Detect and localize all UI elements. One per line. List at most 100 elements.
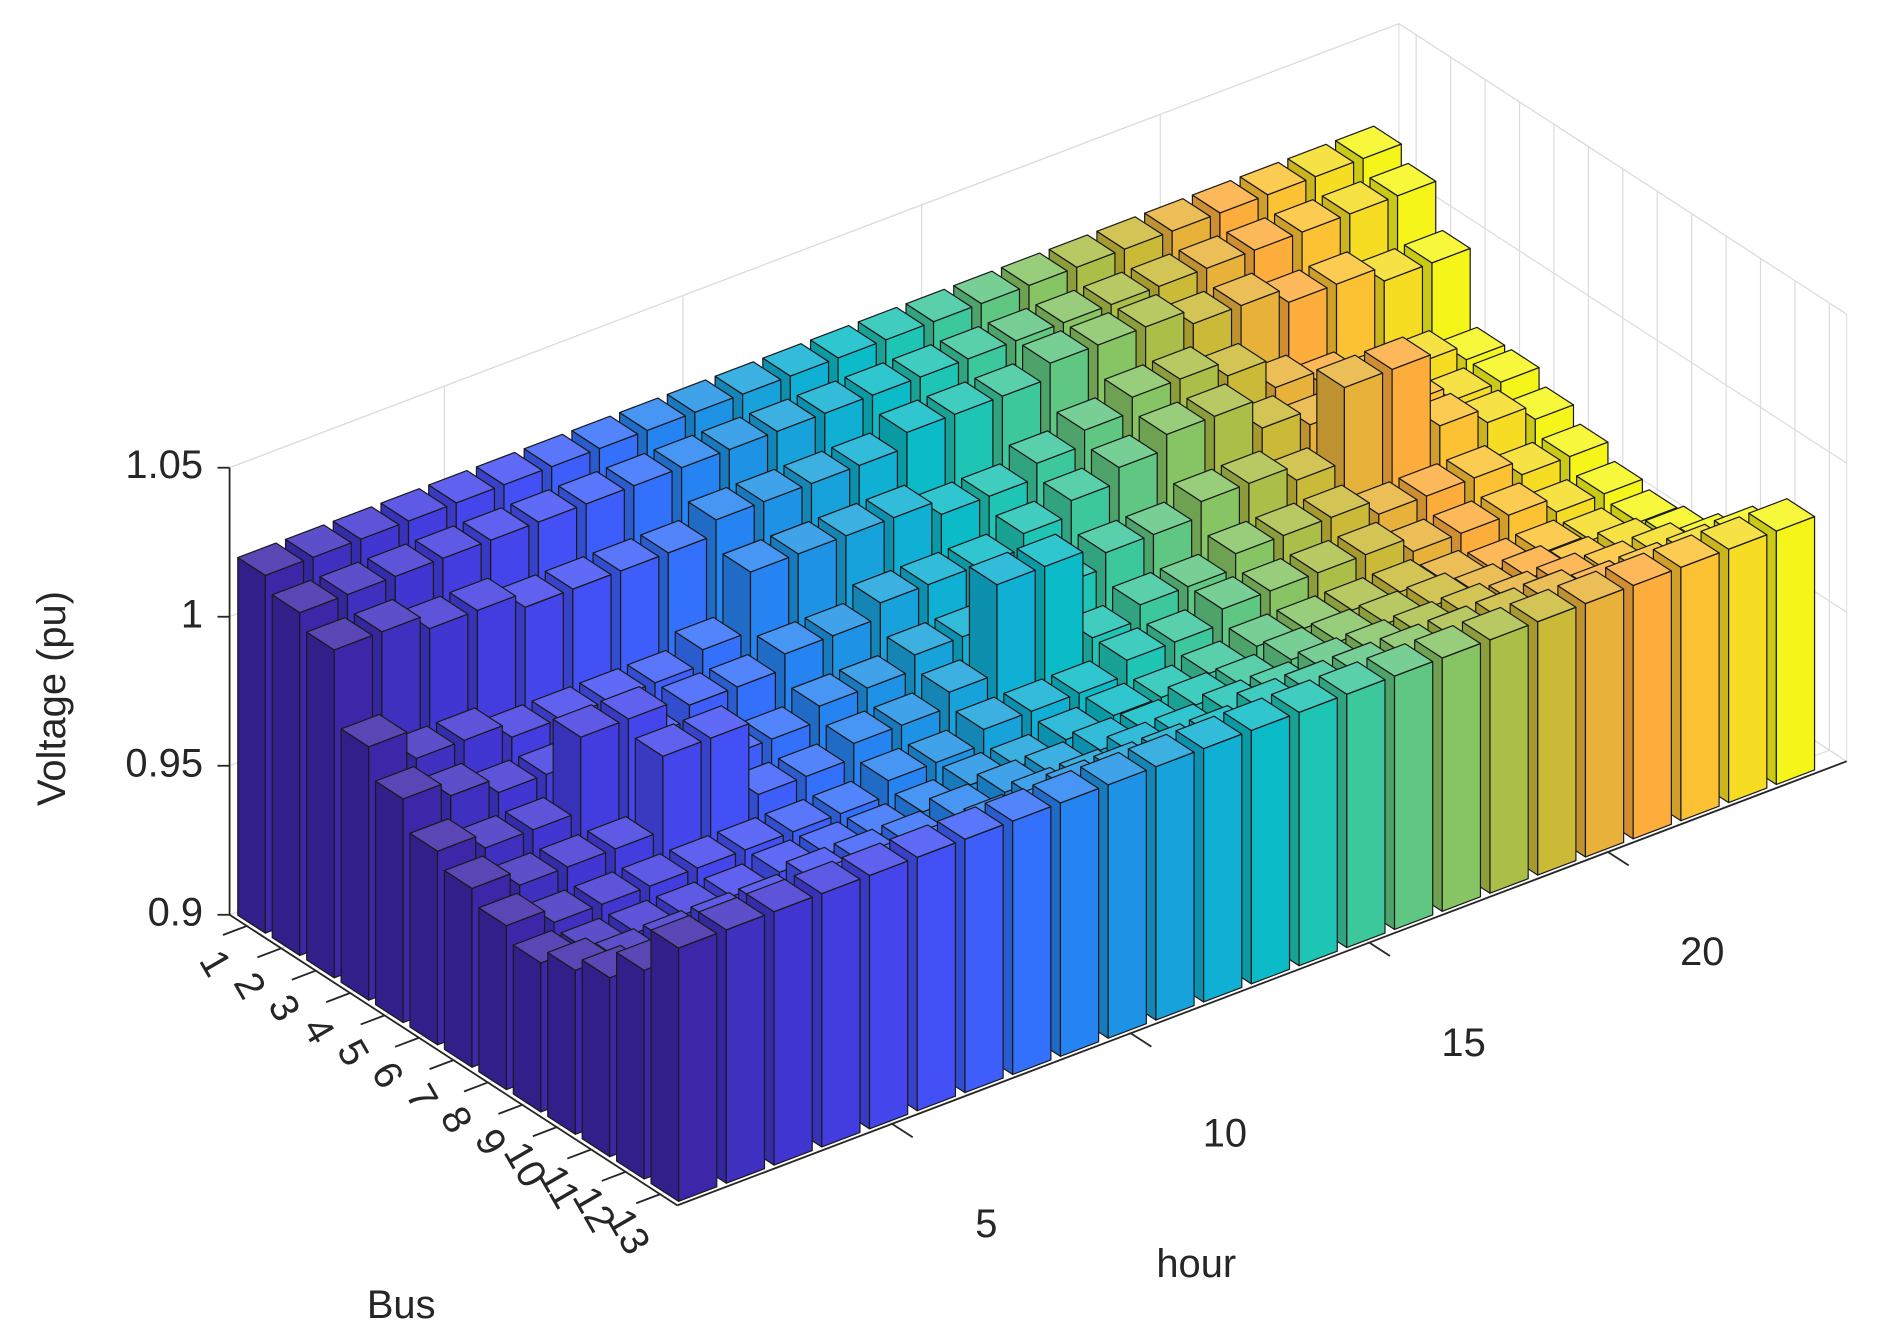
bar-top-face <box>825 710 893 744</box>
bar-top-face <box>878 399 946 434</box>
bar-top-face <box>687 486 755 521</box>
bar-top-face <box>650 915 718 949</box>
bar-top-face <box>374 765 442 800</box>
bar-front-face <box>725 914 766 1184</box>
bar-top-face <box>907 729 975 764</box>
bar-top-face <box>1610 489 1678 523</box>
bar-top-face <box>237 542 305 577</box>
bar-top-face <box>1003 678 1071 712</box>
bar-top-face <box>987 307 1055 342</box>
bar-top-face <box>1048 234 1116 268</box>
bar-top-face <box>889 824 957 858</box>
bar-left-face <box>478 907 508 1091</box>
bar-top-face <box>1366 643 1434 677</box>
bar-top-face <box>936 806 1004 840</box>
bar-top-face <box>1541 423 1609 458</box>
bar-top-face <box>523 433 591 468</box>
grid-line <box>1398 172 1847 464</box>
y-tick <box>498 1103 523 1115</box>
bar-top-face <box>873 692 941 726</box>
bar-top-face <box>284 524 352 558</box>
bar-top-face <box>1369 162 1437 197</box>
bar-front-face <box>1728 534 1768 804</box>
bar-front-face <box>1537 606 1577 876</box>
bar-top-face <box>1403 229 1471 264</box>
bar-top-face <box>539 834 607 868</box>
y-axis-label: Bus <box>367 1283 436 1327</box>
y-tick <box>257 947 282 959</box>
bar-top-face <box>544 556 612 590</box>
bar-front-face <box>1632 570 1672 840</box>
x-tick-label: 5 <box>975 1202 997 1246</box>
bar-top-face <box>748 398 816 433</box>
bar-left-face <box>374 780 404 1024</box>
bar-top-face <box>1069 312 1137 346</box>
bar-top-face <box>1461 606 1529 641</box>
bar-front-face <box>1346 679 1386 949</box>
bar-top-face <box>841 842 909 877</box>
z-tick-label: 1 <box>181 592 203 636</box>
x-tick-label: 15 <box>1441 1021 1485 1065</box>
bar-top-face <box>1509 588 1577 623</box>
bar-front-face <box>916 842 957 1112</box>
bar-front-face <box>1393 661 1434 931</box>
x-axis <box>676 760 1847 1207</box>
bar-top-face <box>756 620 824 655</box>
z-tick-label: 1.05 <box>125 443 203 487</box>
bar-top-face <box>1748 498 1816 532</box>
bar <box>650 915 718 1202</box>
z-tick-label: 0.9 <box>148 890 203 934</box>
bar-top-face <box>1576 460 1643 495</box>
bar-top-face <box>600 686 668 720</box>
bar-top-face <box>804 602 872 637</box>
bar-left-face <box>581 959 611 1158</box>
bar-top-face <box>332 506 400 540</box>
bar-front-face <box>1107 769 1147 1039</box>
bar-top-face <box>714 361 782 395</box>
bar-front-face <box>677 932 718 1202</box>
bar-top-face <box>306 616 374 651</box>
bar-top-face <box>968 551 1036 586</box>
bar-top-face <box>852 569 920 604</box>
bar-top-face <box>1085 682 1153 717</box>
bar-top-face <box>1077 519 1145 554</box>
bar-top-face <box>1220 450 1288 485</box>
bar-top-face <box>1239 161 1307 196</box>
bar-top-face <box>812 780 880 815</box>
bar-top-face <box>428 469 496 504</box>
bar-top-face <box>1337 521 1405 556</box>
bar-top-face <box>1112 571 1179 606</box>
bar-top-face <box>1022 330 1089 364</box>
bar-top-face <box>796 380 864 414</box>
bar-top-face <box>1334 125 1402 160</box>
bar-top-face <box>1480 482 1548 516</box>
bar-top-face <box>1151 346 1219 380</box>
bar-top-face <box>995 500 1063 535</box>
bar-left-face <box>512 944 542 1113</box>
bar-top-face <box>558 470 625 505</box>
y-tick <box>601 1171 626 1182</box>
grid-line <box>229 23 1400 469</box>
bar-top-face <box>1191 179 1259 214</box>
bar-top-face <box>669 835 737 869</box>
bar-top-face <box>777 743 845 778</box>
z-tick-label: 0.95 <box>125 741 203 785</box>
bar-left-face <box>547 951 576 1135</box>
bar-top-face <box>860 747 928 782</box>
bar-top-face <box>955 696 1023 731</box>
bar-top-face <box>1321 180 1389 215</box>
bar-top-face <box>271 579 339 614</box>
bar-top-face <box>770 520 838 555</box>
bar-front-face <box>1775 516 1816 786</box>
y-tick <box>463 1081 489 1093</box>
bar-top-face <box>661 672 729 706</box>
bar-top-face <box>1223 697 1291 732</box>
bar-top-face <box>1605 552 1672 587</box>
bar-front-face <box>1012 806 1052 1076</box>
bar-left-face <box>306 631 335 979</box>
x-tick <box>1607 851 1630 867</box>
y-tick <box>360 1014 385 1026</box>
bar-top-face <box>1287 143 1355 178</box>
